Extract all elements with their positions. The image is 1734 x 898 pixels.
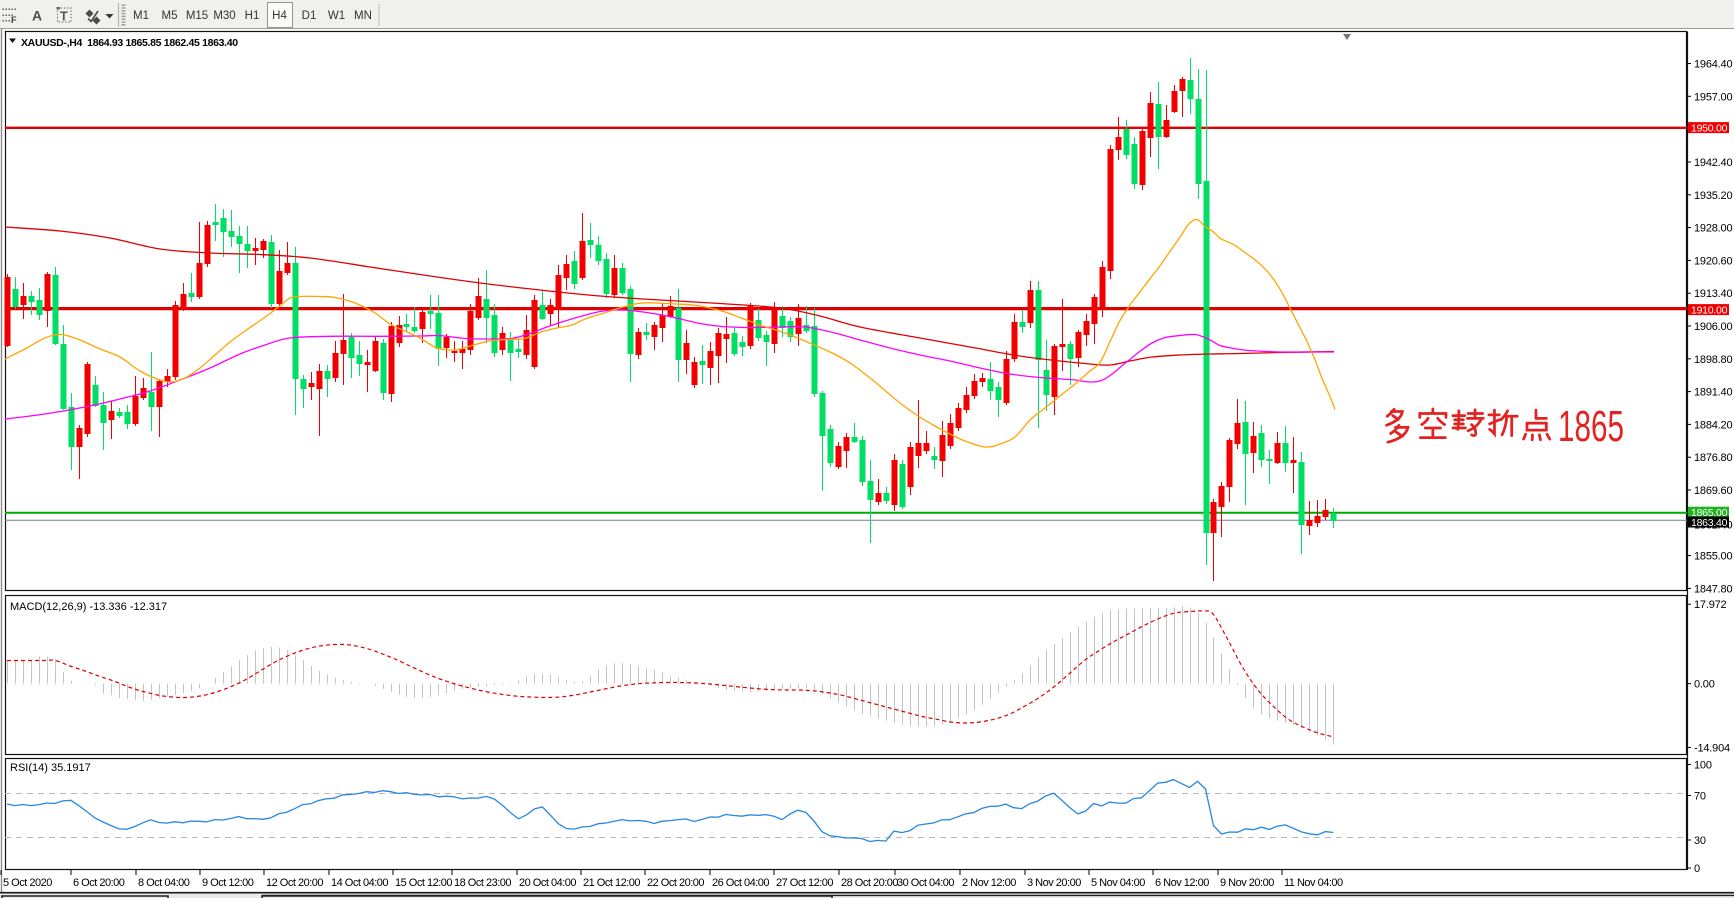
svg-text:28 Oct 20:00: 28 Oct 20:00 bbox=[841, 877, 898, 889]
svg-text:21 Oct 12:00: 21 Oct 12:00 bbox=[583, 877, 640, 889]
svg-text:1898.80: 1898.80 bbox=[1694, 354, 1732, 366]
svg-text:D1: D1 bbox=[302, 10, 317, 22]
svg-text:0: 0 bbox=[1694, 863, 1700, 875]
svg-text:W1: W1 bbox=[328, 10, 345, 22]
svg-text:100: 100 bbox=[1694, 760, 1712, 772]
svg-text:30 Oct 04:00: 30 Oct 04:00 bbox=[897, 877, 954, 889]
svg-text:1920.60: 1920.60 bbox=[1694, 255, 1732, 267]
svg-text:20 Oct 04:00: 20 Oct 04:00 bbox=[519, 877, 576, 889]
svg-text:17.972: 17.972 bbox=[1694, 599, 1727, 611]
svg-text:11 Nov 04:00: 11 Nov 04:00 bbox=[1284, 877, 1343, 889]
svg-text:M1: M1 bbox=[133, 10, 149, 22]
svg-text:9 Oct 12:00: 9 Oct 12:00 bbox=[202, 877, 254, 889]
svg-text:70: 70 bbox=[1694, 791, 1706, 803]
svg-text:1876.80: 1876.80 bbox=[1694, 452, 1732, 464]
svg-text:9 Nov 20:00: 9 Nov 20:00 bbox=[1220, 877, 1274, 889]
svg-text:MN: MN bbox=[354, 10, 372, 22]
svg-text:1957.00: 1957.00 bbox=[1694, 91, 1732, 103]
svg-text:1884.20: 1884.20 bbox=[1694, 419, 1732, 431]
svg-text:1935.20: 1935.20 bbox=[1694, 190, 1732, 202]
svg-text:22 Oct 20:00: 22 Oct 20:00 bbox=[647, 877, 704, 889]
svg-text:12 Oct 20:00: 12 Oct 20:00 bbox=[266, 877, 323, 889]
svg-text:M30: M30 bbox=[213, 10, 235, 22]
svg-text:1913.40: 1913.40 bbox=[1694, 288, 1732, 300]
svg-text:1865.00: 1865.00 bbox=[1691, 507, 1728, 519]
svg-text:6 Oct 20:00: 6 Oct 20:00 bbox=[73, 877, 125, 889]
svg-text:1855.00: 1855.00 bbox=[1694, 551, 1732, 563]
svg-text:26 Oct 04:00: 26 Oct 04:00 bbox=[712, 877, 769, 889]
svg-text:H1: H1 bbox=[245, 10, 260, 22]
svg-text:A: A bbox=[32, 8, 42, 24]
svg-text:8 Oct 04:00: 8 Oct 04:00 bbox=[138, 877, 190, 889]
svg-text:5 Oct 2020: 5 Oct 2020 bbox=[3, 877, 52, 889]
svg-text:F: F bbox=[11, 15, 17, 25]
svg-text:5 Nov 04:00: 5 Nov 04:00 bbox=[1091, 877, 1145, 889]
svg-text:1910.00: 1910.00 bbox=[1691, 305, 1728, 317]
svg-text:6 Nov 12:00: 6 Nov 12:00 bbox=[1155, 877, 1209, 889]
svg-text:1891.40: 1891.40 bbox=[1694, 387, 1732, 399]
svg-text:1964.40: 1964.40 bbox=[1694, 59, 1732, 71]
svg-text:1865: 1865 bbox=[1558, 402, 1624, 451]
svg-text:15 Oct 12:00: 15 Oct 12:00 bbox=[395, 877, 452, 889]
svg-text:T: T bbox=[60, 10, 68, 24]
svg-text:1942.40: 1942.40 bbox=[1694, 157, 1732, 169]
svg-text:0.00: 0.00 bbox=[1694, 679, 1715, 691]
svg-text:1869.60: 1869.60 bbox=[1694, 485, 1732, 497]
svg-text:30: 30 bbox=[1694, 835, 1706, 847]
svg-text:2 Nov 12:00: 2 Nov 12:00 bbox=[962, 877, 1016, 889]
svg-text:-14.904: -14.904 bbox=[1694, 742, 1730, 754]
svg-text:XAUUSD-,H4 1864.93 1865.85 18: XAUUSD-,H4 1864.93 1865.85 1862.45 1863.… bbox=[21, 37, 238, 49]
svg-text:3 Nov 20:00: 3 Nov 20:00 bbox=[1027, 877, 1081, 889]
svg-text:RSI(14) 35.1917: RSI(14) 35.1917 bbox=[10, 762, 91, 774]
svg-text:M15: M15 bbox=[186, 10, 208, 22]
svg-text:14 Oct 04:00: 14 Oct 04:00 bbox=[331, 877, 388, 889]
svg-text:1928.00: 1928.00 bbox=[1694, 223, 1732, 235]
svg-text:1950.00: 1950.00 bbox=[1691, 123, 1728, 135]
svg-text:M5: M5 bbox=[162, 10, 178, 22]
svg-text:1847.80: 1847.80 bbox=[1694, 583, 1732, 595]
svg-text:MACD(12,26,9) -13.336 -12.317: MACD(12,26,9) -13.336 -12.317 bbox=[10, 601, 167, 613]
svg-text:18 Oct 23:00: 18 Oct 23:00 bbox=[454, 877, 511, 889]
svg-text:1863.40: 1863.40 bbox=[1691, 517, 1728, 529]
svg-text:27 Oct 12:00: 27 Oct 12:00 bbox=[776, 877, 833, 889]
svg-text:1906.00: 1906.00 bbox=[1694, 321, 1732, 333]
svg-text:H4: H4 bbox=[272, 10, 287, 22]
